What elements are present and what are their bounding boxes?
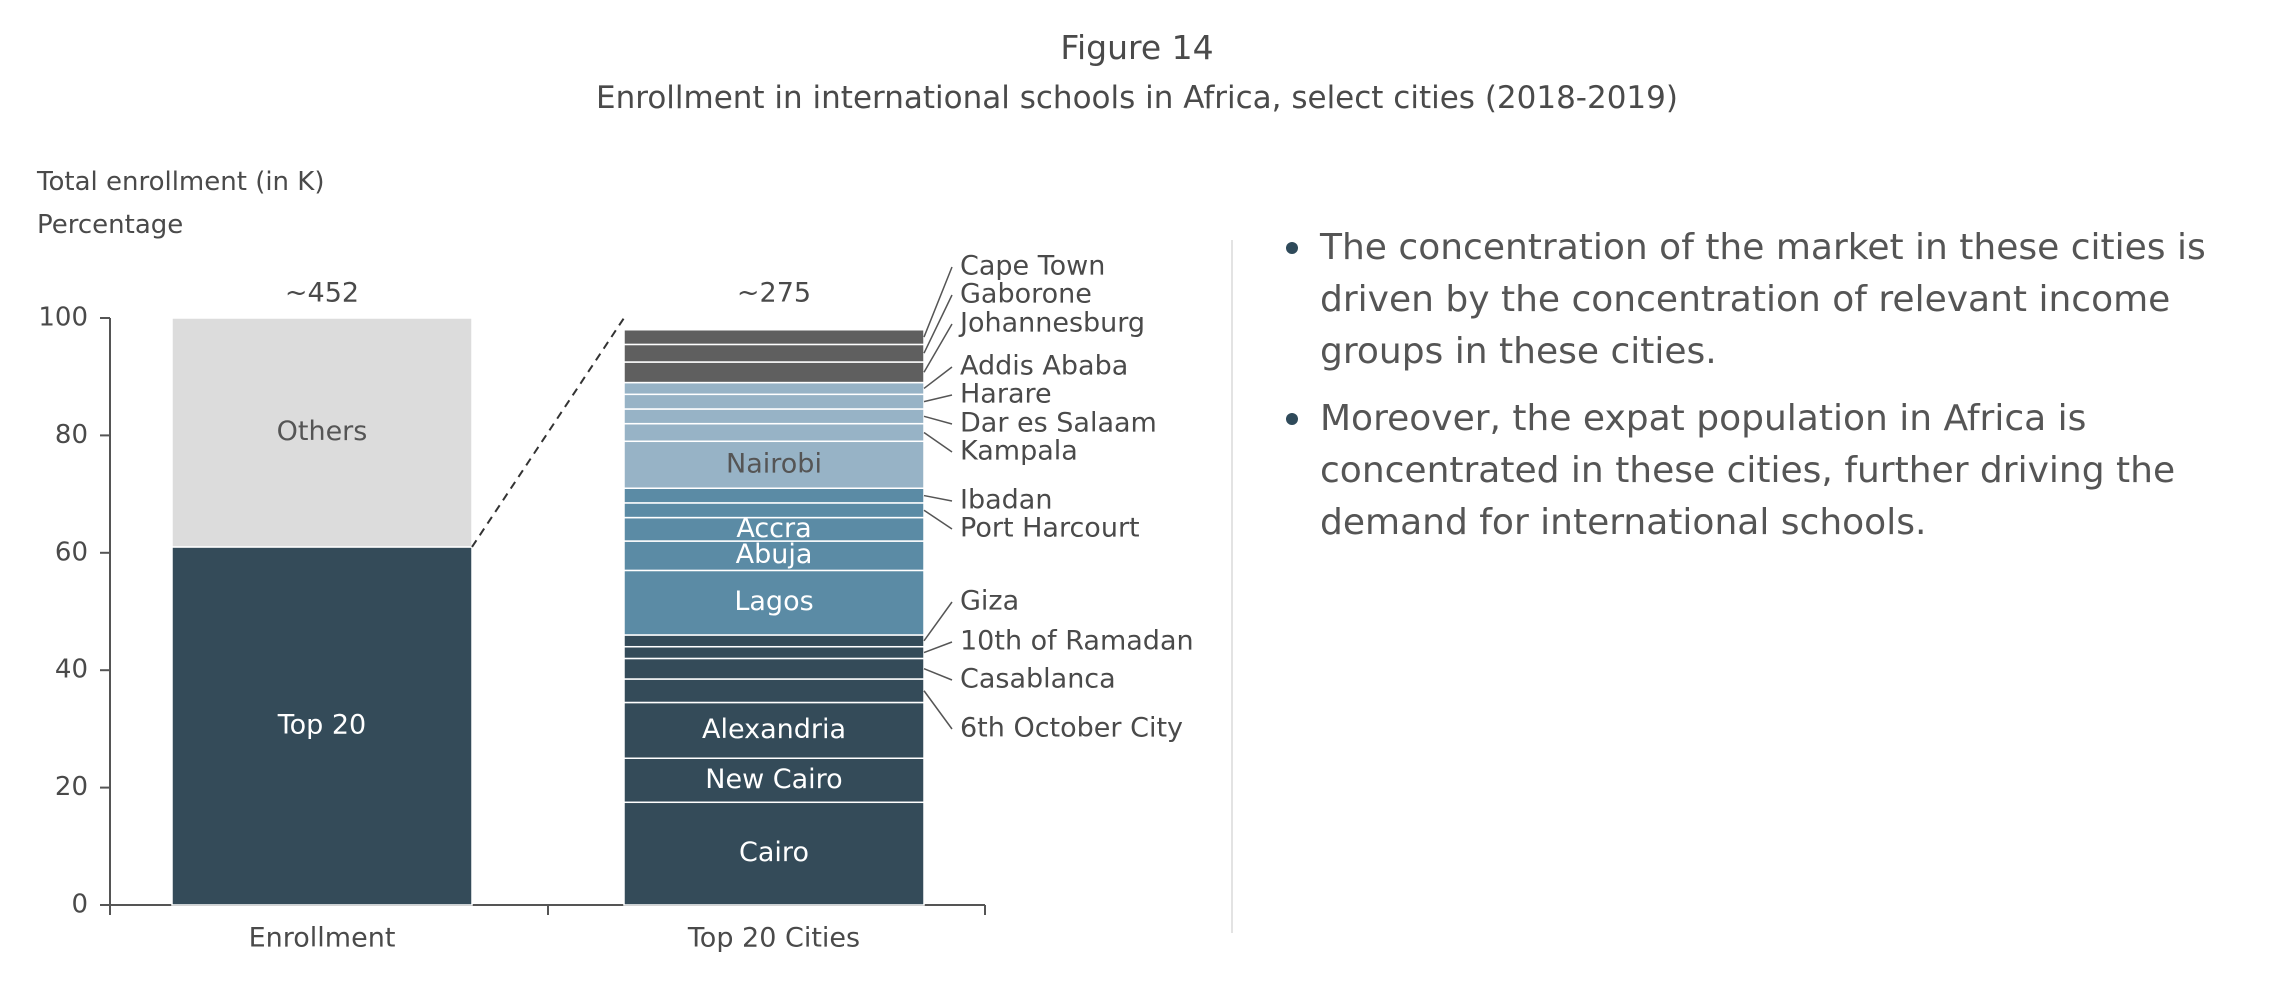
x-category-label: Enrollment	[249, 923, 396, 954]
y-tick-label: 60	[55, 537, 88, 567]
y-axis-label-percentage: Percentage	[37, 210, 184, 240]
segment-label: Lagos	[734, 586, 813, 617]
bar-segment-kampala	[623, 422, 925, 443]
leader-line	[923, 366, 953, 390]
bar-total-label: ~452	[285, 278, 359, 309]
bullet-item: The concentration of the market in these…	[1282, 222, 2242, 378]
bar-segment-lagos	[623, 569, 925, 636]
bullet-dot-icon	[1286, 413, 1298, 425]
stacked-bar-chart: 0 20 40 60 80 100 Top 20 Others ~452 Enrollment Ca…	[38, 251, 1194, 954]
leader-line	[923, 690, 953, 730]
bar-segment-dar-es-salaam	[623, 408, 925, 425]
callout-label: Harare	[960, 379, 1052, 410]
segment-label: Nairobi	[726, 448, 822, 479]
y-tick-label: 80	[55, 420, 88, 450]
bar-segment-gaborone	[623, 343, 925, 363]
dashed-connector	[471, 317, 625, 548]
callout-label: 6th October City	[960, 713, 1183, 744]
y-tick-label: 0	[71, 890, 88, 920]
callout-label: Addis Ababa	[960, 351, 1128, 382]
leader-line	[923, 668, 953, 681]
leader-line	[923, 641, 953, 654]
leader-line	[923, 323, 953, 373]
segment-label: Top 20	[277, 709, 367, 740]
callout-label: Ibadan	[960, 485, 1052, 516]
bullet-dot-icon	[1286, 242, 1298, 254]
bar-segment-top-20	[171, 546, 473, 906]
leader-line	[923, 431, 953, 453]
bar-segment-giza	[623, 634, 925, 648]
bar-segment-johannesburg	[623, 361, 925, 384]
segment-label: Alexandria	[702, 714, 846, 745]
bar-segment-new-cairo	[623, 757, 925, 804]
bullet-item: Moreover, the expat population in Africa…	[1282, 393, 2242, 549]
bar-total-label: ~275	[737, 278, 811, 309]
bar-segment-abuja	[623, 540, 925, 572]
callout-label: Gaborone	[960, 279, 1092, 310]
leader-line	[923, 266, 953, 338]
bar-segment-10th-of-ramadan	[623, 645, 925, 660]
bar-segment-ibadan	[623, 487, 925, 504]
bar-segment-nairobi	[623, 440, 925, 489]
leader-line	[923, 494, 953, 502]
vertical-divider	[1231, 240, 1233, 933]
bar-segment-cape-town	[623, 328, 925, 346]
callout-label: Port Harcourt	[960, 513, 1140, 544]
leader-line	[923, 294, 953, 354]
callout-label: Cape Town	[960, 251, 1105, 282]
leader-line	[923, 601, 953, 642]
leader-line	[923, 509, 953, 530]
figure-number: Figure 14	[1060, 28, 1214, 67]
bar-segment-harare	[623, 393, 925, 410]
callout-label: Johannesburg	[958, 308, 1145, 339]
callout-label: 10th of Ramadan	[960, 626, 1194, 657]
bullet-list: The concentration of the market in these…	[1282, 222, 2242, 564]
y-axis-label-enrollment: Total enrollment (in K)	[37, 167, 325, 197]
y-tick-label: 100	[38, 303, 88, 333]
bar-segment-cairo	[623, 801, 925, 906]
callout-label: Casablanca	[960, 664, 1116, 695]
bar-segment-addis-ababa	[623, 381, 925, 396]
segment-label: Cairo	[739, 837, 809, 868]
bar-segment-others	[171, 317, 473, 548]
callout-label: Dar es Salaam	[960, 408, 1157, 439]
figure-title: Enrollment in international schools in A…	[596, 80, 1678, 116]
callout-label: Kampala	[960, 436, 1078, 467]
y-tick-label: 20	[55, 772, 88, 802]
leader-line	[923, 394, 953, 403]
y-tick-label: 40	[55, 655, 88, 685]
bullet-text: The concentration of the market in these…	[1320, 227, 2206, 372]
segment-label: Others	[277, 416, 368, 447]
callout-label: Giza	[960, 586, 1019, 617]
segment-label: Abuja	[736, 539, 813, 570]
bar-segment-port-harcourt	[623, 502, 925, 519]
bullet-text: Moreover, the expat population in Africa…	[1320, 398, 2176, 543]
x-category-label: Top 20 Cities	[687, 923, 860, 954]
segment-label: New Cairo	[705, 764, 842, 795]
bar-segment-casablanca	[623, 657, 925, 680]
bar-segment-6th-october-city	[623, 678, 925, 704]
bar-segment-alexandria	[623, 701, 925, 759]
leader-line	[923, 415, 953, 425]
